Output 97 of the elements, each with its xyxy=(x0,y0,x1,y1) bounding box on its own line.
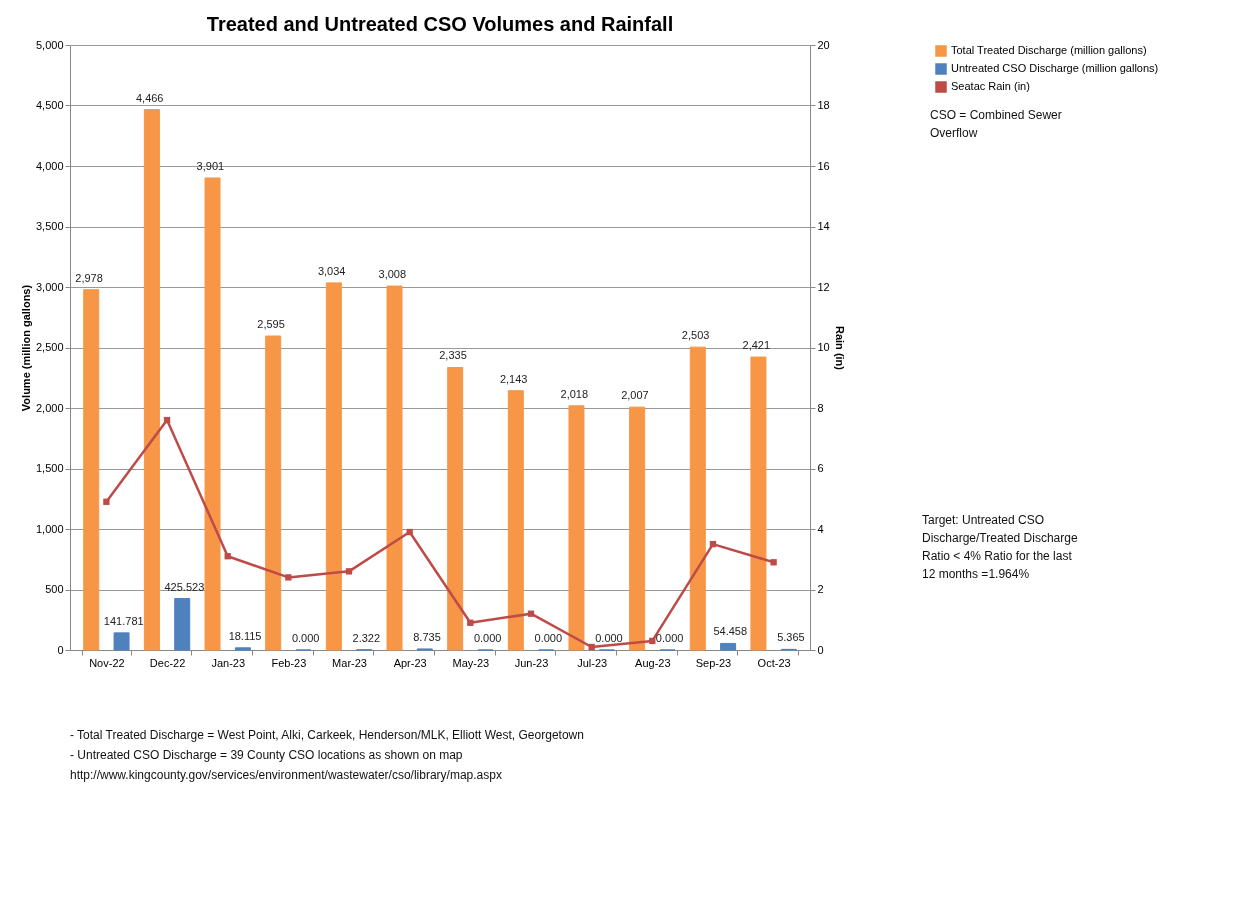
data-label: 2,978 xyxy=(75,271,103,284)
y-tick-label: 5,000 xyxy=(35,38,64,51)
point xyxy=(345,568,353,575)
y2-tick-label: 20 xyxy=(817,38,830,51)
data-label: 0.000 xyxy=(655,632,684,644)
bar xyxy=(386,285,403,651)
data-label: 54.458 xyxy=(713,625,748,638)
point xyxy=(527,610,535,617)
point xyxy=(406,528,413,536)
x-tick-label: Dec-22 xyxy=(149,656,186,669)
data-label: 3,901 xyxy=(196,159,225,172)
point xyxy=(163,416,171,424)
bar xyxy=(234,647,251,651)
x-tick-label: Oct-23 xyxy=(757,656,791,669)
data-label: 3,034 xyxy=(317,264,346,277)
data-label: 5.365 xyxy=(777,631,805,644)
data-label: 2,595 xyxy=(257,318,285,331)
x-tick-label: Jul-23 xyxy=(577,656,608,669)
data-label: 0.000 xyxy=(534,632,563,644)
y2-tick-label: 10 xyxy=(817,341,830,353)
y2-tick-label: 8 xyxy=(817,401,824,414)
y2-axis-title: Rain (in) xyxy=(833,326,846,371)
y2-tick-label: 18 xyxy=(817,99,830,111)
x-tick-label: Jun-23 xyxy=(514,656,549,669)
point xyxy=(770,559,777,566)
bar xyxy=(750,356,767,651)
y-tick-label: 1,500 xyxy=(35,462,64,474)
legend-label: Seatac Rain (in) xyxy=(951,80,1030,92)
data-label: 0.000 xyxy=(595,632,623,644)
data-label: 0.000 xyxy=(473,632,502,644)
y-tick-label: 2,500 xyxy=(35,341,64,353)
x-tick-label: Nov-22 xyxy=(89,656,125,669)
point xyxy=(224,553,231,560)
data-label: 0.000 xyxy=(291,632,320,644)
bar xyxy=(204,177,221,651)
chart-title: Treated and Untreated CSO Volumes and Rainfall xyxy=(206,13,674,35)
point xyxy=(709,540,717,548)
bar xyxy=(507,390,524,651)
point xyxy=(285,574,292,581)
bar xyxy=(629,406,646,651)
x-tick-label: Sep-23 xyxy=(695,656,732,669)
bar xyxy=(325,282,342,651)
text: CSO = Combined Sewer Overflow xyxy=(930,108,1062,140)
data-label: 2,007 xyxy=(621,389,649,402)
legend-label: Untreated CSO Discharge (million gallons) xyxy=(951,62,1159,74)
y-tick-label: 4,500 xyxy=(35,99,64,111)
y-tick-label: 2,000 xyxy=(35,401,64,414)
point xyxy=(588,643,595,651)
text: - Untreated CSO Discharge = 39 County CSO locations as shown on map xyxy=(70,748,463,762)
y2-tick-label: 12 xyxy=(817,280,830,293)
point xyxy=(649,637,656,645)
point xyxy=(467,619,474,626)
bar xyxy=(265,335,282,651)
bar xyxy=(720,642,737,651)
x-tick-label: Jan-23 xyxy=(211,656,246,669)
y-axis-title: Volume (million gallons) xyxy=(19,284,32,412)
data-label: 18.115 xyxy=(228,629,262,642)
x-tick-label: Feb-23 xyxy=(271,656,307,669)
data-label: 3,008 xyxy=(378,268,407,281)
y2-tick-label: 2 xyxy=(817,583,824,595)
x-tick-label: Apr-23 xyxy=(393,656,427,669)
data-label: 2,018 xyxy=(560,387,589,400)
data-label: 2,143 xyxy=(499,372,528,385)
y-tick-label: 500 xyxy=(45,583,64,595)
x-tick-label: May-23 xyxy=(452,656,490,669)
bar xyxy=(113,632,130,651)
y2-tick-label: 0 xyxy=(817,643,824,656)
bar xyxy=(143,109,160,651)
y2-tick-label: 14 xyxy=(817,220,830,232)
y2-tick-label: 4 xyxy=(817,522,824,535)
data-label: 4,466 xyxy=(135,91,164,104)
data-label: 141.781 xyxy=(103,614,144,627)
data-label: 2,335 xyxy=(439,349,467,362)
bar xyxy=(83,289,100,651)
x-tick-label: Aug-23 xyxy=(635,656,671,669)
point xyxy=(103,498,110,505)
y-tick-label: 4,000 xyxy=(35,159,64,172)
legend-label: Total Treated Discharge (million gallons) xyxy=(951,44,1147,56)
bar xyxy=(689,346,706,651)
data-label: 2.322 xyxy=(352,631,381,644)
bar xyxy=(447,366,464,651)
data-label: 8.735 xyxy=(413,630,441,643)
text: Target: Untreated CSO Discharge/Treated Discharge Ratio < 4% Ratio for the last 12 months =1.964% xyxy=(922,513,1078,581)
data-label: 425.523 xyxy=(164,580,205,593)
y-tick-label: 3,000 xyxy=(35,280,64,293)
data-label: 2,421 xyxy=(742,339,771,352)
y-tick-label: 0 xyxy=(57,643,64,656)
text: - Total Treated Discharge = West Point, Alki, Carkeek, Henderson/MLK, Elliott West, Georgetown xyxy=(70,728,584,742)
y-tick-label: 1,000 xyxy=(35,522,64,535)
y-tick-label: 3,500 xyxy=(35,220,64,232)
x-tick-label: Mar-23 xyxy=(332,656,367,669)
y2-tick-label: 6 xyxy=(817,462,824,474)
data-label: 2,503 xyxy=(681,329,710,342)
bar xyxy=(568,405,585,651)
bar xyxy=(174,598,191,651)
text: http://www.kingcounty.gov/services/environment/wastewater/cso/library/map.aspx xyxy=(70,768,502,782)
y2-tick-label: 16 xyxy=(817,159,830,172)
